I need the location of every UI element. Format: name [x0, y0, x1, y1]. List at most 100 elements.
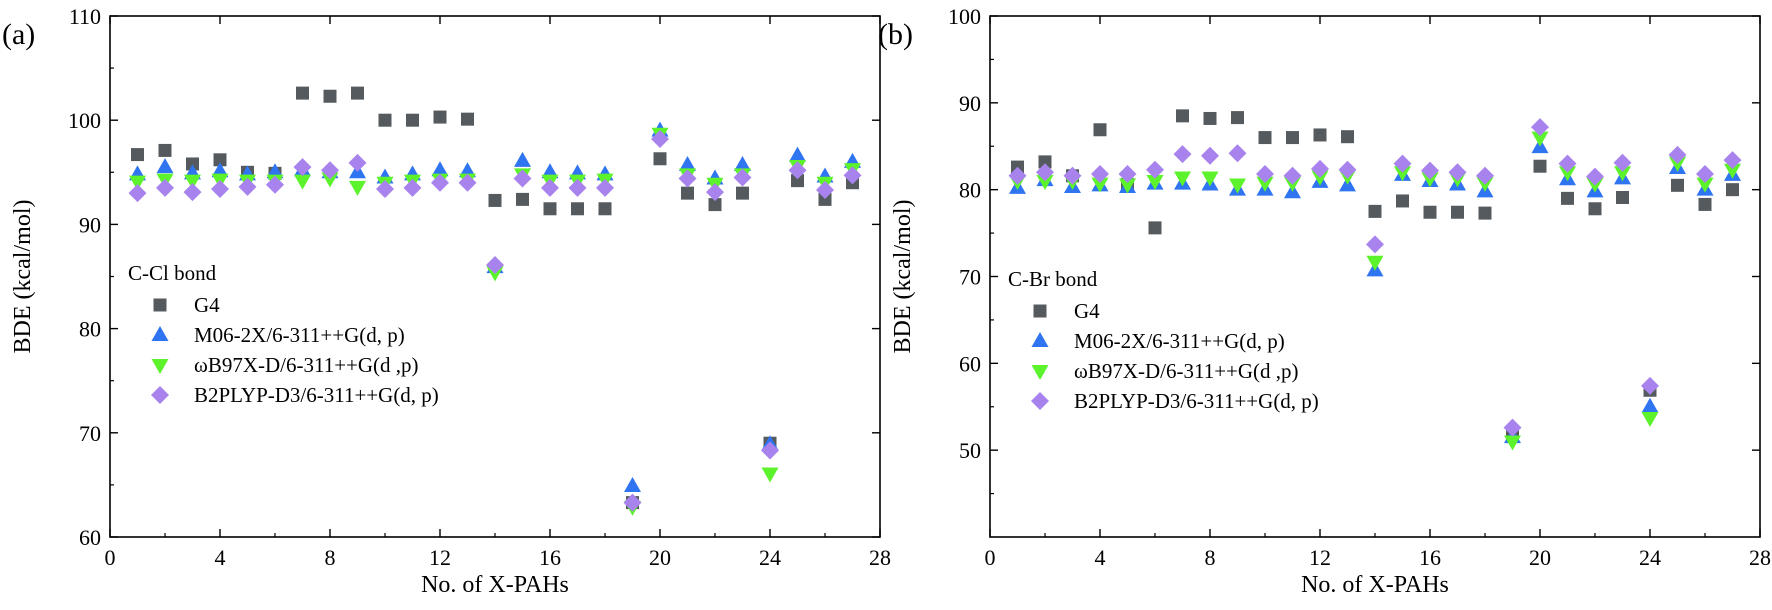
data-point — [459, 162, 476, 178]
data-point — [211, 162, 229, 178]
legend-marker — [1033, 304, 1047, 318]
x-tick-label: 16 — [539, 545, 561, 570]
data-point — [1176, 109, 1189, 123]
data-point — [1118, 165, 1137, 184]
data-point — [1614, 166, 1631, 182]
data-point — [1256, 165, 1274, 184]
data-point — [1366, 255, 1384, 271]
data-point — [1504, 435, 1521, 451]
legend: C-Cl bond G4 M06-2X/6-311++G(d, p) ωB97X-D/… — [128, 261, 439, 407]
data-point — [1313, 128, 1327, 142]
data-point — [183, 183, 202, 202]
data-point — [623, 493, 642, 512]
legend-title: C-Br bond — [1008, 267, 1098, 291]
data-point — [514, 151, 531, 167]
data-point — [1394, 166, 1411, 182]
data-point — [1671, 178, 1684, 192]
data-point — [761, 467, 779, 483]
data-point — [1148, 221, 1162, 235]
data-point — [1696, 165, 1714, 184]
data-point — [321, 161, 339, 180]
data-point — [1696, 177, 1714, 193]
data-point — [1588, 202, 1602, 216]
y-tick-label: 100 — [948, 4, 981, 29]
legend-marker — [1031, 332, 1049, 347]
data-point — [1038, 155, 1052, 169]
data-point — [266, 175, 284, 194]
data-point — [1201, 171, 1219, 187]
data-point — [516, 192, 529, 206]
data-point — [156, 178, 174, 197]
data-point — [129, 175, 146, 191]
data-point — [1286, 131, 1299, 145]
data-point — [651, 129, 669, 148]
data-point — [131, 148, 144, 162]
y-tick-label: 80 — [79, 317, 101, 342]
data-point — [513, 169, 532, 188]
data-point — [1641, 397, 1659, 413]
data-point — [1451, 205, 1464, 219]
data-point — [349, 180, 366, 196]
data-point — [1256, 176, 1274, 192]
data-point — [843, 166, 862, 185]
data-point — [348, 153, 367, 172]
y-tick-label: 70 — [959, 265, 981, 290]
data-point — [1311, 159, 1329, 178]
data-point — [1616, 190, 1629, 204]
data-point — [681, 186, 694, 200]
x-tick-label: 0 — [985, 545, 996, 570]
data-point — [321, 172, 339, 188]
data-point — [706, 183, 724, 202]
y-tick-label: 80 — [959, 178, 981, 203]
data-point — [1723, 151, 1742, 170]
y-tick-label: 90 — [959, 91, 981, 116]
data-point — [653, 152, 667, 166]
x-tick-label: 24 — [1639, 545, 1661, 570]
data-point — [1641, 412, 1659, 428]
data-point — [1586, 167, 1604, 186]
legend-entry-label: G4 — [1074, 299, 1100, 323]
y-axis-title: BDE (kcal/mol) — [890, 200, 916, 354]
data-point — [1476, 166, 1494, 185]
data-point — [543, 202, 557, 216]
data-point — [1393, 154, 1412, 173]
y-tick-label: 60 — [79, 525, 101, 550]
x-tick-label: 8 — [1205, 545, 1216, 570]
data-point — [1421, 161, 1439, 180]
data-point — [571, 202, 584, 216]
data-point — [323, 89, 337, 103]
data-point — [431, 173, 449, 192]
series-B2PLYP — [1008, 118, 1742, 437]
data-point — [736, 186, 749, 200]
data-point — [1036, 174, 1054, 190]
legend: C-Br bond G4 M06-2X/6-311++G(d, p) ωB97X-D/… — [1008, 267, 1319, 413]
data-point — [156, 158, 174, 174]
data-point — [1091, 177, 1109, 193]
chart-panel-b: 0 4 8 12 16 20 24 28 50 60 70 80 90 100 No. of X-PAHs B… — [878, 4, 1771, 598]
data-point — [708, 198, 722, 212]
panel-label: (b) — [878, 18, 913, 51]
x-tick-label: 4 — [215, 545, 226, 570]
series-B2PLYP — [128, 129, 862, 512]
data-point — [1698, 197, 1712, 211]
x-tick-label: 12 — [1309, 545, 1331, 570]
x-tick-label: 28 — [1749, 545, 1771, 570]
data-point — [351, 86, 364, 100]
data-point — [1146, 160, 1164, 179]
x-tick-label: 20 — [649, 545, 671, 570]
data-point — [541, 178, 559, 197]
data-point — [1008, 166, 1027, 185]
data-point — [294, 174, 311, 190]
y-tick-label: 60 — [959, 351, 981, 376]
legend-marker — [151, 386, 169, 404]
data-point — [1613, 153, 1632, 172]
data-point — [1533, 159, 1547, 173]
data-point — [1669, 156, 1686, 172]
series-wB97 — [129, 127, 861, 516]
data-point — [266, 163, 284, 179]
data-point — [158, 143, 172, 157]
data-point — [818, 192, 832, 206]
data-point — [1119, 178, 1136, 194]
data-point — [1396, 194, 1409, 208]
